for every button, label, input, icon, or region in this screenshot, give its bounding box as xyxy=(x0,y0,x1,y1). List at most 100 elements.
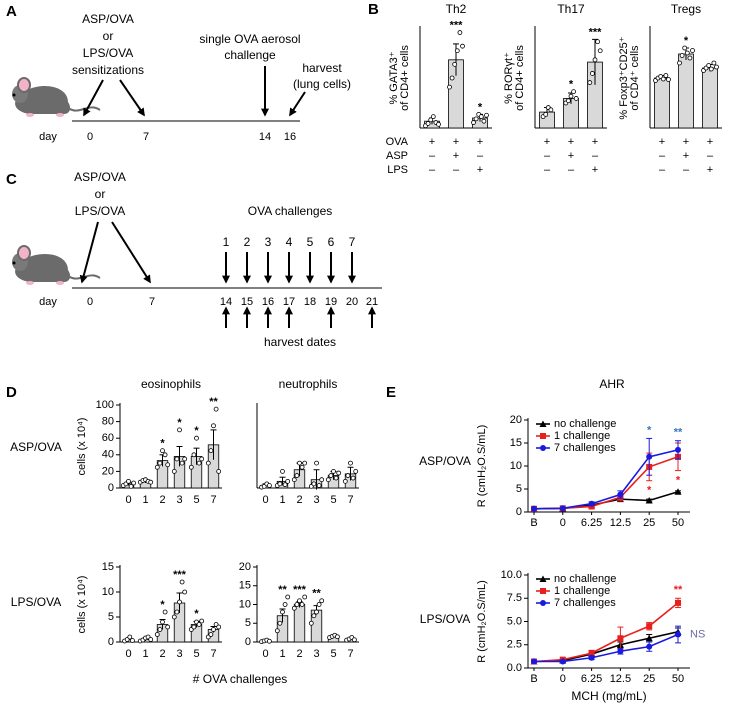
day-label: 19 xyxy=(325,296,337,308)
challenges-title: OVA challenges xyxy=(248,204,333,218)
data-point xyxy=(177,427,182,433)
data-point xyxy=(157,460,163,466)
data-point xyxy=(314,460,319,466)
challenge-number: 7 xyxy=(349,235,356,249)
treatment-sign: – xyxy=(477,150,484,162)
y-tick-label: 40 xyxy=(102,449,114,461)
marker xyxy=(531,505,537,512)
data-point xyxy=(291,477,297,483)
treatment-sign: + xyxy=(707,164,713,176)
significance: ** xyxy=(312,588,321,600)
data-point xyxy=(196,622,202,627)
x-tick-label: 12.5 xyxy=(610,517,631,529)
x-tick-label: 5 xyxy=(330,494,336,506)
legend-swatch xyxy=(540,600,546,606)
data-point xyxy=(311,613,317,619)
y-axis-label: % RORγt⁺ xyxy=(503,52,515,104)
y-tick-label: 20 xyxy=(102,465,114,477)
x-tick-label: 1 xyxy=(142,494,148,506)
treatment-sign: – xyxy=(659,164,666,176)
row-label: LPS xyxy=(387,164,408,176)
data-point xyxy=(351,637,357,643)
x-tick-label: 5 xyxy=(330,648,336,660)
day-label: 18 xyxy=(304,296,316,308)
series-line xyxy=(533,602,679,663)
y-tick-label: 7.5 xyxy=(507,592,522,604)
data-point xyxy=(162,609,168,615)
challenge-number: 1 xyxy=(223,235,230,249)
significance: * xyxy=(569,79,574,91)
treatment-text: ASP/OVA xyxy=(82,12,134,26)
day-label: 16 xyxy=(284,131,296,143)
legend-swatch xyxy=(540,588,546,594)
data-point xyxy=(211,423,216,429)
treatment-sign: + xyxy=(477,164,483,176)
day-label: 7 xyxy=(149,296,155,308)
day-label: day xyxy=(39,131,57,143)
data-point xyxy=(174,456,180,462)
panel-letter: C xyxy=(6,171,17,188)
treatment-sign: + xyxy=(568,150,574,162)
marker xyxy=(588,654,595,661)
marker xyxy=(674,488,682,495)
treatment-text: LPS/OVA xyxy=(83,46,133,60)
y-tick-label: 80 xyxy=(102,416,114,428)
treatment-sign: – xyxy=(453,164,460,176)
data-point xyxy=(148,637,154,642)
data-point xyxy=(353,468,359,474)
marker xyxy=(675,599,681,606)
row-label: ASP/OVA xyxy=(10,440,62,454)
data-point xyxy=(331,468,336,474)
data-point xyxy=(348,460,353,466)
day-label: 16 xyxy=(262,296,274,308)
y-tick-label: 5 xyxy=(108,611,114,623)
day-label: 0 xyxy=(87,296,93,308)
data-point xyxy=(179,579,185,585)
y-tick-label: 0.0 xyxy=(507,662,522,674)
legend-swatch xyxy=(540,433,546,439)
data-point xyxy=(314,609,319,615)
bar xyxy=(293,604,306,643)
panel-letter: E xyxy=(386,384,396,401)
significance: * xyxy=(194,425,199,437)
treatment-sign: – xyxy=(707,150,714,162)
x-tick-label: 1 xyxy=(279,648,285,660)
y-tick-label: 10 xyxy=(510,460,522,472)
treatment-sign: – xyxy=(568,164,575,176)
data-point xyxy=(157,627,163,632)
legend-swatch xyxy=(539,420,547,427)
x-axis-label: MCH (mg/mL) xyxy=(571,689,646,703)
data-point xyxy=(687,55,693,61)
challenge-text: single OVA aerosol xyxy=(199,32,300,46)
significance: * xyxy=(177,417,182,429)
y-axis-label: % Foxp3⁺CD25⁺ xyxy=(618,36,630,119)
data-point xyxy=(590,71,595,76)
day-label: 14 xyxy=(259,131,271,143)
data-point xyxy=(191,624,197,630)
data-point xyxy=(302,594,308,600)
data-point xyxy=(182,589,188,595)
data-point xyxy=(160,448,165,454)
treatment-text: LPS/OVA xyxy=(75,204,125,218)
treatment-sign: + xyxy=(683,136,689,148)
legend-label: 1 challenge xyxy=(554,430,610,442)
treatment-sign: – xyxy=(544,150,551,162)
data-point xyxy=(291,605,297,611)
y-tick-label: 10.0 xyxy=(501,569,522,581)
x-tick-label: 0 xyxy=(560,673,566,685)
x-tick-label: 2 xyxy=(296,494,302,506)
data-point xyxy=(208,632,214,637)
challenge-number: 6 xyxy=(328,235,335,249)
data-point xyxy=(277,620,283,626)
data-point xyxy=(666,77,671,82)
data-point xyxy=(154,632,160,637)
significance: * xyxy=(478,101,483,113)
data-point xyxy=(213,406,219,412)
treatment-sign: + xyxy=(592,164,598,176)
data-point xyxy=(216,468,222,474)
treatment-text: or xyxy=(103,29,114,43)
x-tick-label: 3 xyxy=(313,648,319,660)
x-tick-label: 1 xyxy=(279,494,285,506)
x-tick-label: 6.25 xyxy=(581,517,602,529)
significance: * xyxy=(684,35,689,47)
